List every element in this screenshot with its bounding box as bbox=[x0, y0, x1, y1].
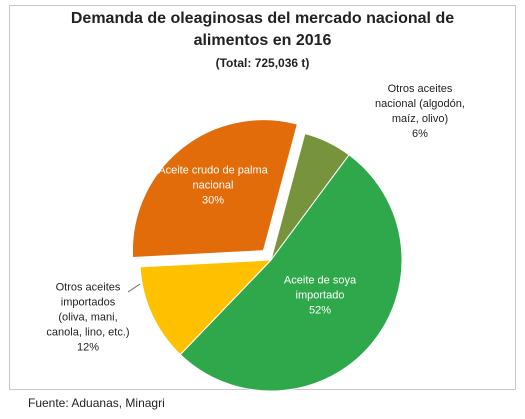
slice-label: Aceite de soya importado 52% bbox=[270, 274, 370, 319]
slice-value: 52% bbox=[308, 304, 332, 317]
pie-slice bbox=[131, 119, 298, 259]
slice-name: Aceite de soya importado bbox=[283, 274, 357, 302]
slice-value: 30% bbox=[201, 194, 225, 207]
slice-label: Otros aceites nacional (algodón, maíz, o… bbox=[374, 82, 466, 142]
slice-name: Otros aceites importados (oliva, mani, c… bbox=[46, 281, 130, 339]
slice-name: Otros aceites nacional (algodón, maíz, o… bbox=[375, 83, 465, 125]
chart-title: Demanda de oleaginosas del mercado nacio… bbox=[70, 10, 455, 49]
pie-slice bbox=[139, 259, 273, 356]
slice-name: Aceite crudo de palma nacional bbox=[158, 164, 268, 192]
slice-value: 12% bbox=[76, 341, 100, 354]
slice-label: Otros aceites importados (oliva, mani, c… bbox=[46, 281, 130, 356]
chart-subtitle: (Total: 725,036 t) bbox=[215, 56, 310, 70]
leader-line bbox=[127, 283, 141, 293]
slice-label: Aceite crudo de palma nacional 30% bbox=[157, 164, 269, 209]
source-note: Fuente: Aduanas, Minagri bbox=[28, 396, 165, 410]
pie-slice bbox=[179, 154, 403, 392]
slice-value: 6% bbox=[412, 128, 428, 140]
